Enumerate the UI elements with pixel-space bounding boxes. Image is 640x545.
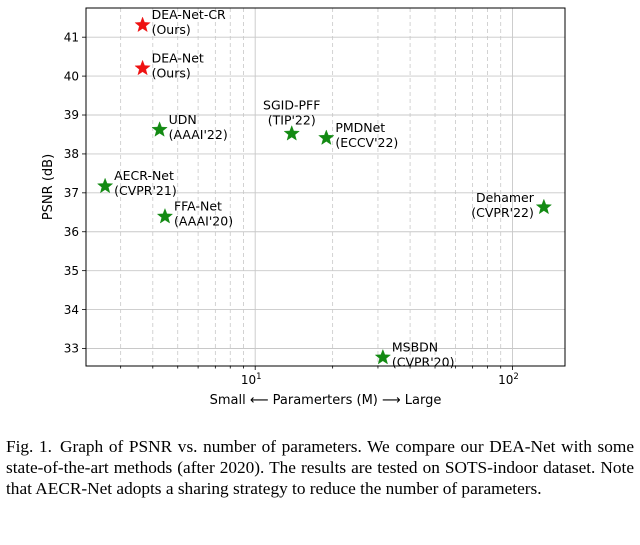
x-tick-exponent: 2 [513, 372, 518, 382]
figure-caption: Fig. 1. Graph of PSNR vs. number of param… [6, 436, 634, 499]
x-tick-exponent: 1 [256, 372, 261, 382]
y-tick-label: 36 [64, 225, 79, 239]
x-tick-base: 10 [498, 373, 513, 387]
data-point-ffa-net [156, 208, 174, 224]
y-tick-label: 37 [64, 186, 79, 200]
y-tick-label: 33 [64, 342, 79, 356]
data-label-ffa-net-name: FFA-Net [174, 199, 222, 214]
data-label-udn-name: UDN [169, 112, 197, 127]
y-tick-label: 34 [64, 303, 79, 317]
data-point-pmdnet [318, 129, 335, 145]
y-tick-label: 41 [64, 30, 79, 44]
data-label-dea-net-venue: (Ours) [152, 65, 191, 80]
y-tick-label: 39 [64, 108, 79, 122]
y-tick-label: 35 [64, 264, 79, 278]
data-point-udn [151, 121, 168, 137]
figure-number: Fig. 1. [6, 437, 52, 456]
data-label-pmdnet-name: PMDNet [335, 120, 385, 135]
data-points: DEA-Net-CR(Ours)DEA-Net(Ours)UDN(AAAI'22… [96, 7, 553, 369]
data-point-dea-net [134, 59, 151, 76]
data-label-dea-net-cr-venue: (Ours) [152, 22, 191, 37]
data-label-aecr-net-name: AECR-Net [114, 168, 174, 183]
x-axis-label: Small ⟵ Paramerters (M) ⟶ Large [210, 393, 442, 408]
data-label-dea-net-cr-name: DEA-Net-CR [152, 7, 226, 22]
data-label-aecr-net-venue: (CVPR'21) [114, 183, 177, 198]
x-tick-label: 101 [241, 372, 262, 387]
plot-frame [85, 7, 566, 367]
data-label-pmdnet-venue: (ECCV'22) [335, 135, 398, 150]
grid [86, 8, 565, 366]
data-label-sgid-pff-name: SGID-PFF [263, 98, 320, 113]
x-tick-label: 102 [498, 372, 519, 387]
data-label-dehamer-venue: (CVPR'22) [471, 205, 534, 220]
data-label-ffa-net-venue: (AAAI'20) [174, 214, 233, 229]
data-label-dea-net-name: DEA-Net [152, 50, 204, 65]
data-point-aecr-net [96, 177, 114, 194]
data-label-msbdn-venue: (CVPR'20) [392, 354, 455, 369]
y-tick-label: 38 [64, 147, 79, 161]
data-label-udn-venue: (AAAI'22) [169, 127, 228, 142]
data-point-dehamer [535, 198, 553, 215]
data-label-sgid-pff-venue: (TIP'22) [268, 113, 316, 128]
y-axis-label: PSNR (dB) [41, 154, 56, 220]
data-label-msbdn-name: MSBDN [392, 339, 438, 354]
y-tick-label: 40 [64, 69, 79, 83]
caption-text: Graph of PSNR vs. number of parameters. … [6, 437, 634, 498]
data-point-sgid-pff [283, 125, 300, 141]
data-point-dea-net-cr [134, 16, 151, 33]
x-tick-base: 10 [241, 373, 256, 387]
data-label-dehamer-name: Dehamer [476, 190, 535, 205]
data-point-msbdn [374, 348, 392, 365]
